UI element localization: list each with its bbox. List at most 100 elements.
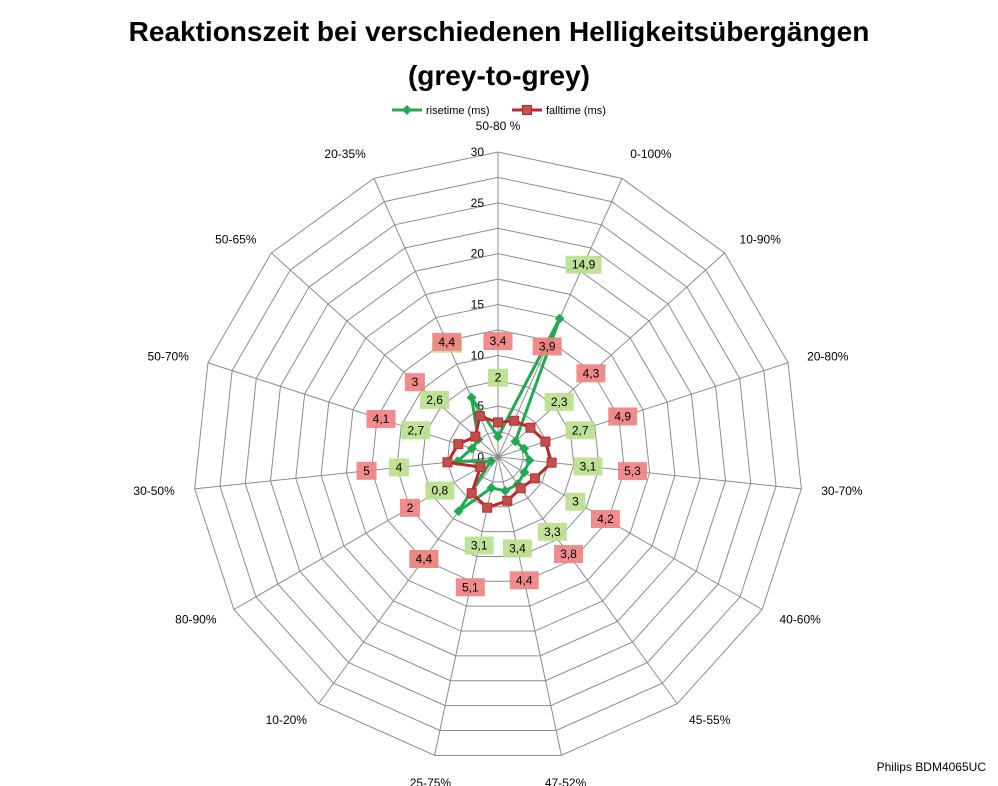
svg-text:3,4: 3,4: [509, 541, 526, 555]
category-label: 45-55%: [689, 713, 731, 727]
category-label: 40-60%: [779, 613, 821, 627]
svg-text:2,7: 2,7: [407, 423, 424, 437]
category-labels: 50-80 % 0-100% 10-90% 20-80% 30-70% 40-60% 45-…: [133, 119, 863, 786]
svg-text:2,7: 2,7: [572, 423, 589, 437]
credit-label: Philips BDM4065UC: [876, 760, 986, 774]
falltime-data-label: 4,4: [432, 332, 462, 351]
risetime-marker: [486, 482, 497, 493]
legend: risetime (ms) falltime (ms): [392, 105, 606, 117]
falltime-line: [445, 414, 554, 510]
grid-ring: [194, 151, 802, 756]
falltime-data-label: 4,4: [509, 571, 539, 590]
grid-spoke: [497, 456, 763, 610]
svg-text:2,3: 2,3: [551, 395, 568, 409]
data-series: [442, 313, 565, 517]
falltime-marker: [529, 473, 540, 484]
risetime-marker: [519, 443, 530, 454]
risetime-marker: [510, 436, 521, 447]
grid-spoke: [373, 178, 499, 458]
svg-text:4,1: 4,1: [373, 412, 390, 426]
falltime-data-label: 4,2: [590, 510, 620, 529]
risetime-marker: [524, 455, 535, 466]
svg-text:4,4: 4,4: [516, 573, 533, 587]
radial-tick-label: 0: [477, 450, 484, 464]
grid-spoke: [497, 456, 562, 756]
risetime-data-label: 4: [388, 458, 409, 477]
grid-ring: [421, 380, 575, 533]
risetime-data-label: 2,7: [565, 421, 595, 440]
category-label: 10-20%: [266, 713, 308, 727]
risetime-data-label: 3,3: [537, 522, 567, 541]
category-label: 47-52%: [545, 776, 587, 786]
grid-spoke: [497, 456, 678, 705]
risetime-marker: [519, 467, 530, 478]
falltime-marker: [442, 457, 453, 468]
grid-ring: [269, 227, 727, 682]
category-label: 25-75%: [410, 776, 452, 786]
falltime-data-label: 4,4: [409, 549, 439, 568]
risetime-data-label: 2,7: [401, 421, 431, 440]
grid-ring: [446, 405, 550, 508]
grid-ring: [320, 278, 676, 632]
svg-text:4,4: 4,4: [416, 552, 433, 566]
svg-text:0,8: 0,8: [432, 484, 449, 498]
svg-text:3,1: 3,1: [580, 459, 597, 473]
radial-tick-labels: 0 5 10 15 20 25 30: [471, 145, 485, 464]
svg-text:4,2: 4,2: [597, 512, 614, 526]
category-label: 50-70%: [148, 350, 190, 364]
falltime-data-label: 4,9: [608, 407, 638, 426]
radial-tick-label: 5: [477, 399, 484, 413]
falltime-data-label: 3,8: [554, 545, 584, 564]
svg-text:3,9: 3,9: [539, 339, 556, 353]
svg-text:5,1: 5,1: [462, 580, 479, 594]
grid-spoke: [207, 362, 499, 458]
svg-text:5,3: 5,3: [624, 464, 641, 478]
risetime-data-label: 14,9: [565, 255, 602, 274]
falltime-data-label: 2: [399, 498, 420, 517]
grid-ring: [345, 303, 651, 607]
falltime-marker: [482, 502, 493, 513]
falltime-marker: [502, 495, 513, 506]
svg-text:5: 5: [363, 464, 370, 478]
falltime-marker: [493, 417, 503, 428]
falltime-data-label: 3: [404, 373, 425, 392]
risetime-data-label: 2: [488, 368, 508, 387]
risetime-marker: [486, 456, 496, 467]
svg-text:falltime (ms): falltime (ms): [546, 105, 606, 117]
svg-text:3: 3: [412, 375, 419, 389]
falltime-data-label: 3,4: [483, 332, 513, 351]
svg-text:4,9: 4,9: [614, 409, 631, 423]
risetime-data-label: 3,1: [464, 536, 494, 555]
data-labels: 214,92,32,73,133,33,43,16,60,842,72,66,4…: [356, 255, 647, 597]
risetime-marker: [493, 431, 503, 442]
risetime-data-label: 3: [565, 492, 586, 511]
category-label: 80-90%: [175, 613, 217, 627]
category-label: 30-70%: [821, 484, 863, 498]
svg-text:2: 2: [495, 371, 502, 385]
svg-text:risetime (ms): risetime (ms): [426, 105, 490, 117]
risetime-line: [456, 317, 562, 513]
legend-item-risetime: risetime (ms): [392, 105, 490, 117]
falltime-marker: [474, 411, 485, 422]
svg-text:2,6: 2,6: [426, 393, 443, 407]
risetime-data-label: 3,4: [502, 539, 532, 558]
falltime-data-label: 5,3: [617, 462, 647, 481]
radar-grid: [194, 151, 802, 756]
risetime-marker: [453, 506, 464, 517]
risetime-data-label: 2,3: [544, 392, 574, 411]
falltime-marker: [470, 431, 481, 442]
radial-tick-label: 10: [471, 348, 485, 362]
svg-text:3: 3: [572, 495, 579, 509]
category-label: 20-35%: [324, 147, 366, 161]
svg-text:14,9: 14,9: [572, 258, 596, 272]
category-label: 50-80 %: [476, 119, 521, 133]
falltime-marker: [475, 462, 486, 473]
falltime-marker: [515, 483, 526, 494]
legend-item-falltime: falltime (ms): [512, 105, 606, 117]
svg-text:2: 2: [407, 501, 414, 515]
risetime-marker: [554, 313, 565, 324]
chart-title: Reaktionszeit bei verschiedenen Helligke…: [0, 10, 998, 98]
category-label: 50-65%: [215, 233, 257, 247]
svg-text:3,3: 3,3: [544, 525, 561, 539]
